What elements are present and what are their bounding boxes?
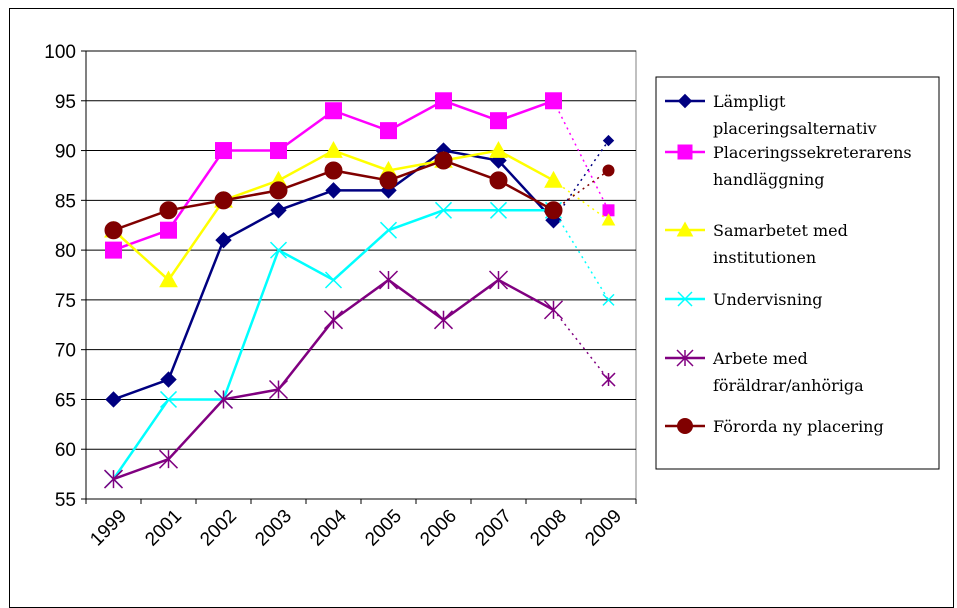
data-point-0-2002 [215,231,232,249]
data-point-3-2005 [379,221,398,239]
data-point-0-2009 [602,134,615,147]
data-point-4-2001 [158,449,179,469]
x-tick-label-2006: 2006 [416,506,461,551]
data-point-4-2003 [268,379,289,400]
legend-label-0-0: Lämpligt [713,92,786,111]
series-dotted-line-5 [553,169,609,211]
y-tick-label-95: 95 [55,92,76,113]
data-point-1-2007 [490,112,507,130]
data-point-1-2001 [160,221,177,239]
data-point-0-2004 [325,182,342,199]
data-point-3-2009 [602,293,615,306]
data-point-2-2004 [324,141,343,158]
data-point-4-2009 [601,372,616,387]
data-point-5-2001 [159,201,178,220]
legend-marker-2 [676,221,694,237]
legend-label-3-0: Undervisning [713,290,822,309]
x-tick-label-2001: 2001 [141,506,186,551]
x-tick-label-2005: 2005 [361,506,406,551]
legend-marker-4 [676,349,694,367]
y-tick-label-60: 60 [55,440,76,461]
data-point-0-2003 [270,202,287,219]
y-tick-label-70: 70 [55,341,76,362]
y-tick-label-65: 65 [55,390,76,411]
series-dotted-line-3 [552,209,610,301]
data-point-3-2003 [269,241,288,259]
x-tick-label-2009: 2009 [581,506,626,551]
data-point-4-2002 [213,389,234,409]
legend-label-2-1: institutionen [713,248,816,267]
y-tick-label-80: 80 [55,241,76,262]
data-point-2-2008 [544,170,563,188]
data-point-4-2006 [433,310,454,330]
y-tick-label-85: 85 [55,191,76,212]
data-point-1-1999 [105,241,122,259]
x-tick-label-2003: 2003 [251,506,296,551]
series-dotted-line-1 [552,100,610,211]
data-point-1-2003 [270,142,287,160]
data-point-1-2004 [325,102,342,120]
data-point-2-2001 [159,270,178,288]
data-point-5-2009 [602,164,615,177]
legend-label-2-0: Samarbetet med [713,221,848,240]
data-point-1-2008 [545,92,562,110]
x-tick-label-2007: 2007 [471,506,516,551]
data-point-5-2004 [324,161,343,180]
legend-marker-5 [677,418,693,434]
data-point-3-2004 [324,271,343,289]
data-point-4-2007 [488,270,509,290]
data-point-2-2007 [489,141,508,158]
series-dotted-line-4 [552,309,610,380]
data-point-5-2007 [489,171,508,190]
legend-marker-0 [677,93,693,109]
legend-label-4-1: föräldrar/anhöriga [713,376,864,395]
data-point-2-2009 [601,213,616,226]
legend-label-0-1: placeringsalternativ [713,119,876,138]
legend-marker-1 [677,144,693,160]
series-dotted-line-0 [552,140,610,221]
y-tick-label-55: 55 [55,490,76,511]
legend-label-5-0: Förorda ny placering [713,417,884,436]
data-point-0-1999 [105,391,122,408]
data-point-3-2007 [489,201,508,219]
y-tick-label-75: 75 [55,291,76,312]
x-tick-label-2004: 2004 [306,505,351,550]
data-point-4-2004 [323,310,344,330]
y-tick-label-90: 90 [55,142,76,163]
legend-label-1-1: handläggning [713,170,825,189]
data-point-4-2008 [543,300,564,320]
x-tick-label-2008: 2008 [526,506,571,551]
legend-label-4-0: Arbete med [712,349,808,368]
data-point-0-2001 [160,371,177,388]
data-point-1-2006 [435,92,452,110]
data-point-4-2005 [378,270,399,290]
data-point-1-2002 [215,142,232,160]
data-point-3-2006 [434,201,453,219]
data-point-5-2006 [434,151,453,170]
legend-marker-3 [677,291,693,307]
x-tick-label-1999: 1999 [86,506,131,551]
data-point-5-2003 [269,181,288,200]
y-tick-label-100: 100 [44,42,76,63]
legend-box [655,76,940,470]
data-point-5-1999 [104,221,123,240]
data-point-5-2008 [544,201,563,220]
data-point-3-2001 [159,390,178,408]
data-point-4-1999 [103,469,124,489]
data-point-5-2005 [379,171,398,190]
x-tick-label-2002: 2002 [196,506,241,551]
data-point-5-2002 [214,191,233,210]
legend-label-1-0: Placeringssekreterarens [713,143,912,162]
data-point-1-2005 [380,122,397,140]
